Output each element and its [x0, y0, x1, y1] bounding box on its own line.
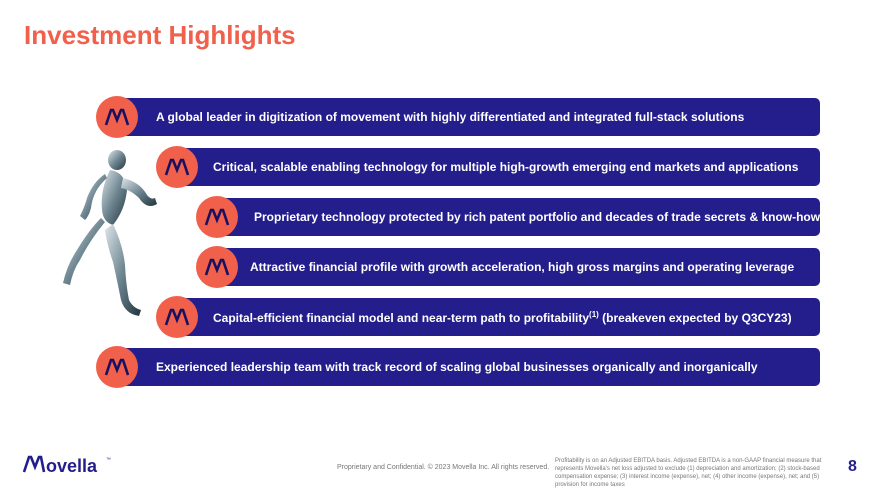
highlight-text: A global leader in digitization of movem… — [156, 110, 745, 124]
highlight-text: Proprietary technology protected by rich… — [254, 210, 821, 224]
highlight-text: Attractive financial profile with growth… — [250, 260, 795, 274]
highlight-bar-2: Critical, scalable enabling technology f… — [178, 148, 820, 186]
highlight-bar-1: A global leader in digitization of movem… — [120, 98, 820, 136]
confidential-notice: Proprietary and Confidential. © 2023 Mov… — [337, 464, 550, 471]
movella-m-icon — [96, 96, 138, 138]
highlight-bar-3: Proprietary technology protected by rich… — [220, 198, 820, 236]
highlight-text-suffix: (breakeven expected by Q3CY23) — [598, 310, 792, 325]
highlight-text: Critical, scalable enabling technology f… — [213, 160, 799, 174]
footnote: Profitability is on an Adjusted EBITDA b… — [555, 458, 822, 488]
highlight-text-main: Capital-efficient financial model and ne… — [213, 310, 590, 325]
movella-m-icon — [196, 196, 238, 238]
movella-logo: ovella ™ — [22, 452, 117, 481]
highlight-bar-6: Experienced leadership team with track r… — [120, 348, 820, 386]
movella-m-icon — [196, 246, 238, 288]
movella-m-icon — [96, 346, 138, 388]
footnote-marker: (1) — [589, 309, 599, 319]
motion-capture-figure-icon — [63, 150, 157, 316]
movella-m-icon — [156, 296, 198, 338]
highlight-text: Capital-efficient financial model and ne… — [213, 310, 792, 325]
highlight-bar-4: Attractive financial profile with growth… — [218, 248, 820, 286]
movella-m-icon — [156, 146, 198, 188]
page-number: 8 — [848, 458, 857, 475]
highlight-text: Experienced leadership team with track r… — [156, 360, 758, 374]
brand-wordmark: ovella — [46, 456, 98, 476]
highlight-bar-5: Capital-efficient financial model and ne… — [178, 298, 820, 336]
svg-text:™: ™ — [106, 457, 111, 463]
page-title: Investment Highlights — [24, 20, 296, 50]
